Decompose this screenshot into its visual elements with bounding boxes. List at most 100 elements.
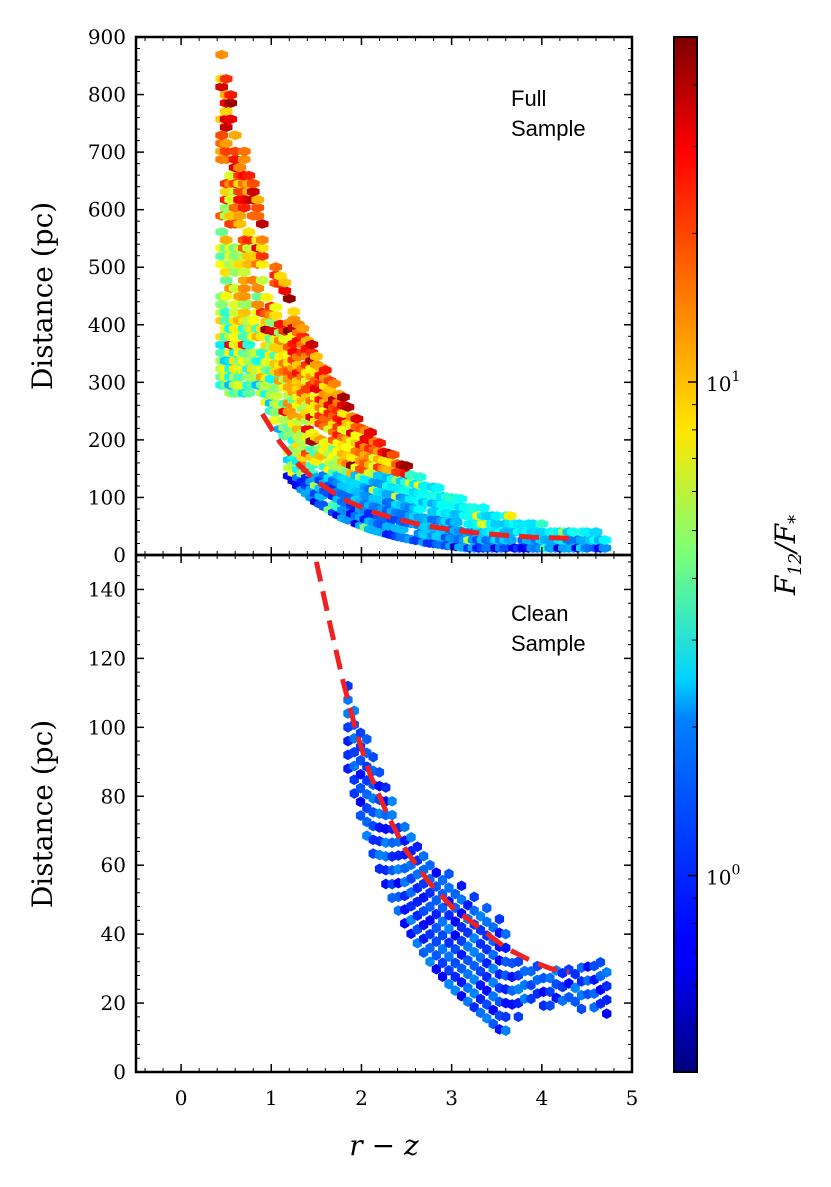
- top-hex-cell: [589, 527, 603, 537]
- top-hex-cell: [233, 211, 247, 221]
- bottom-hex-cell: [488, 977, 498, 988]
- y-tick-label: 0: [113, 1060, 126, 1084]
- top-hex-cell: [350, 413, 364, 424]
- bottom-hex-cell: [444, 978, 454, 990]
- bottom-hex-cell: [387, 795, 397, 807]
- top-hex-cell: [413, 504, 427, 515]
- top-hex-cell: [269, 391, 283, 401]
- top-hex-cell: [535, 519, 549, 529]
- top-hex-cell: [255, 219, 269, 229]
- bottom-hex-cell: [469, 946, 479, 958]
- bottom-hex-cell: [602, 1008, 612, 1020]
- bottom-hex-cell: [488, 949, 498, 961]
- bottom-hex-cell: [501, 1025, 511, 1036]
- top-hex-cell: [215, 49, 228, 60]
- bottom-hex-cell: [482, 916, 492, 928]
- top-hex-cell: [219, 235, 233, 245]
- bottom-hex-cell: [400, 821, 410, 833]
- top-hex-cell: [503, 511, 517, 521]
- top-hex-cell: [228, 130, 242, 141]
- bottom-hex-cell: [482, 957, 492, 969]
- top-hex-cell: [219, 291, 233, 302]
- bottom-hex-cell: [602, 980, 612, 992]
- y-tick-label: 100: [88, 715, 126, 739]
- bottom-hex-cell: [463, 996, 473, 1008]
- top-hex-cell: [219, 74, 233, 84]
- top-hex-cell: [246, 186, 260, 197]
- y-tick-label: 40: [101, 922, 126, 946]
- x-tick-label: 5: [626, 1086, 639, 1110]
- bottom-x-tick-labels: 0 1 2 3 4 5: [175, 1086, 639, 1110]
- bottom-hex-cell: [469, 1001, 479, 1013]
- bottom-hex-cell: [450, 943, 460, 955]
- bottom-hex-cell: [545, 972, 555, 984]
- top-hex-cell: [246, 315, 260, 326]
- top-hex-cell: [255, 243, 269, 253]
- bottom-hex-cell: [456, 949, 467, 961]
- bottom-panel: 0 20 40 60 80 100 120 140 0 1 2 3 4 5 Clean Sample D…: [26, 553, 639, 1162]
- colorbar-label-num: F: [769, 574, 802, 596]
- x-tick-label: 0: [175, 1086, 188, 1110]
- bottom-hex-cell: [450, 985, 460, 996]
- top-hex-cell: [341, 402, 355, 412]
- top-hex-cell: [237, 291, 251, 302]
- top-hex-cell: [237, 267, 251, 278]
- top-hex-cell: [251, 283, 265, 294]
- colorbar-label-star: *: [785, 515, 806, 524]
- bottom-hex-cell: [450, 971, 460, 983]
- bottom-hex-cell: [482, 944, 492, 955]
- top-hex-cell: [413, 472, 427, 482]
- top-hex-cell: [246, 178, 260, 189]
- bottom-hex-cell: [456, 935, 467, 947]
- bottom-hex-cell: [431, 867, 441, 879]
- bottom-hex-cell: [412, 841, 423, 853]
- top-hex-cell: [598, 543, 612, 553]
- x-axis-label: r − z: [349, 1129, 419, 1162]
- bottom-y-tick-labels: 0 20 40 60 80 100 120 140: [88, 577, 126, 1084]
- y-tick-label: 60: [101, 853, 126, 877]
- y-tick-label: 120: [88, 646, 126, 670]
- bottom-hex-cell: [469, 932, 479, 944]
- bottom-y-axis-label: Distance (pc): [26, 720, 59, 908]
- top-hex-cell: [255, 275, 269, 286]
- top-hex-cell: [364, 427, 377, 438]
- colorbar-ticks: [688, 84, 697, 1025]
- bottom-hex-cell: [456, 921, 467, 933]
- bottom-hex-cell: [450, 930, 460, 941]
- top-hex-cell: [219, 106, 233, 116]
- y-tick-label: 800: [88, 83, 126, 107]
- bottom-hex-cell: [501, 1011, 511, 1023]
- top-hex-cell: [449, 517, 463, 528]
- bottom-hex-cell: [602, 966, 612, 978]
- bottom-tick-marks: [136, 555, 633, 1073]
- bottom-hex-cell: [463, 954, 473, 966]
- top-hex-cell: [309, 351, 323, 362]
- top-hex-cell: [242, 227, 256, 237]
- bottom-hex-cell: [444, 965, 454, 976]
- bottom-hex-cell: [602, 994, 612, 1006]
- bottom-hex-cell: [488, 921, 498, 933]
- bottom-hex-cell: [469, 960, 479, 972]
- bottom-hex-cell: [456, 880, 467, 892]
- colorbar: 100 101 F12/F*: [673, 36, 806, 1073]
- top-y-axis-label: Distance (pc): [26, 202, 59, 390]
- bottom-hex-cell: [469, 905, 479, 917]
- bottom-hex-cell: [545, 1000, 555, 1011]
- top-hex-cell: [233, 219, 247, 229]
- bottom-hex-cell: [501, 928, 511, 940]
- colorbar-gradient: [674, 37, 697, 1072]
- bottom-hex-cell: [456, 963, 467, 974]
- y-tick-label: 140: [88, 577, 126, 601]
- bottom-hex-cell: [355, 796, 366, 808]
- y-tick-label: 200: [88, 428, 126, 452]
- top-hex-cell: [255, 251, 269, 261]
- top-hex-cell: [219, 138, 233, 149]
- top-hex-cell: [337, 392, 350, 403]
- top-hex-cell: [215, 130, 228, 141]
- bottom-hex-cell: [425, 859, 435, 871]
- top-hex-cell: [219, 275, 233, 286]
- bottom-hex-cell: [444, 937, 454, 949]
- top-hex-cell: [287, 306, 301, 317]
- top-hex-cell: [395, 524, 409, 535]
- bottom-hex-cell: [488, 1018, 498, 1030]
